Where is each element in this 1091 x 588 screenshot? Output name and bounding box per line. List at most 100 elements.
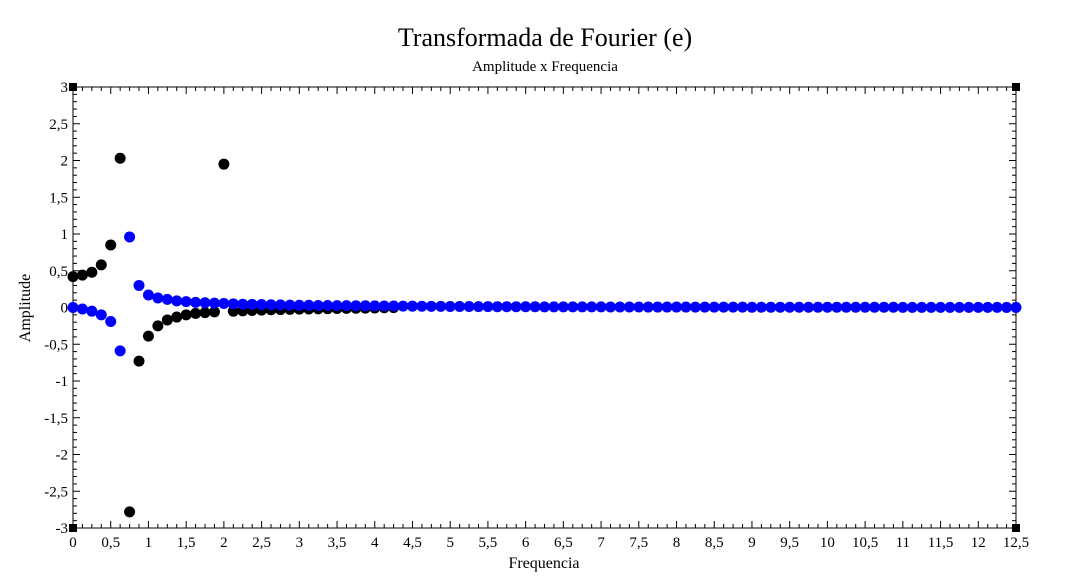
data-point (246, 298, 258, 310)
data-point (190, 307, 202, 319)
data-point (850, 301, 862, 313)
x-tick-label: 10,5 (852, 535, 878, 551)
data-point (935, 301, 947, 313)
chart-subtitle: Amplitude x Frequencia (472, 59, 618, 75)
y-tick-label: 1,5 (49, 190, 68, 206)
data-point (76, 269, 88, 281)
series-blue (67, 231, 1022, 357)
corner-handle (1012, 524, 1020, 532)
data-point (652, 301, 664, 313)
data-point (152, 320, 164, 332)
data-point (454, 301, 466, 313)
data-point (256, 299, 268, 311)
data-point (972, 301, 984, 313)
data-point (567, 301, 579, 313)
data-point (114, 152, 126, 164)
data-point (161, 314, 173, 326)
data-point (689, 301, 701, 313)
data-point (1010, 301, 1022, 313)
corner-handle (1012, 83, 1020, 91)
corner-handles (69, 83, 1020, 532)
data-point (765, 301, 777, 313)
data-point (303, 299, 315, 311)
data-point (982, 301, 994, 313)
data-point (425, 300, 437, 312)
data-point (906, 301, 918, 313)
data-point (529, 301, 541, 313)
data-point (208, 297, 220, 309)
corner-handle (69, 524, 77, 532)
x-tick-label: 11,5 (928, 535, 954, 551)
data-point (331, 300, 343, 312)
data-point (869, 301, 881, 313)
data-point (991, 301, 1003, 313)
data-point (218, 297, 230, 309)
data-point (105, 315, 117, 327)
data-point (887, 301, 899, 313)
data-point (727, 301, 739, 313)
data-point (284, 299, 296, 311)
corner-handle (69, 83, 77, 91)
data-point (708, 301, 720, 313)
x-tick-label: 3,5 (328, 535, 347, 551)
data-point (95, 309, 107, 321)
data-point (67, 271, 79, 283)
data-point (916, 301, 928, 313)
data-point (369, 300, 381, 312)
data-point (416, 300, 428, 312)
data-point (171, 311, 183, 323)
data-point (199, 307, 211, 319)
data-point (699, 301, 711, 313)
axis-ticks (72, 86, 1017, 529)
data-point (840, 301, 852, 313)
data-point (953, 301, 965, 313)
y-tick-label: -0,5 (44, 337, 68, 353)
chart-title: Transformada de Fourier (e) (398, 23, 692, 52)
x-tick-label: 7 (597, 535, 605, 551)
data-point (1001, 301, 1013, 313)
data-point (67, 302, 79, 313)
data-point (227, 298, 239, 310)
y-tick-label: -1,5 (44, 411, 68, 427)
data-point (133, 355, 145, 367)
data-point (86, 305, 98, 317)
data-point (548, 301, 560, 313)
y-tick-label: 3 (61, 80, 69, 96)
data-point (133, 279, 145, 291)
data-point (642, 301, 654, 313)
data-point (793, 301, 805, 313)
x-tick-label: 2,5 (252, 535, 271, 551)
x-tick-label: 0 (69, 535, 77, 551)
x-tick-label: 1 (145, 535, 153, 551)
data-point (114, 345, 126, 357)
x-tick-label: 2 (220, 535, 228, 551)
data-point (265, 299, 277, 311)
data-point (482, 301, 494, 313)
data-point (539, 301, 550, 313)
data-point (199, 297, 211, 309)
data-point (595, 301, 607, 313)
data-point (378, 300, 390, 312)
data-point (388, 300, 400, 312)
data-point (95, 259, 107, 271)
x-tick-label: 12 (971, 535, 986, 551)
data-point (208, 306, 220, 318)
data-point (105, 239, 117, 251)
data-point (190, 296, 202, 308)
data-point (520, 301, 532, 313)
x-tick-label: 4,5 (403, 535, 422, 551)
data-point (124, 231, 136, 243)
data-point (746, 301, 758, 313)
x-tick-label: 7,5 (629, 535, 648, 551)
x-tick-label: 6,5 (554, 535, 573, 551)
data-point (142, 330, 154, 342)
data-point (774, 301, 786, 313)
data-point (755, 301, 767, 313)
data-point (944, 301, 956, 313)
data-point (859, 301, 871, 313)
x-tick-label: 9 (748, 535, 756, 551)
x-tick-label: 4 (371, 535, 379, 551)
data-point (359, 300, 371, 312)
data-point (661, 301, 673, 313)
